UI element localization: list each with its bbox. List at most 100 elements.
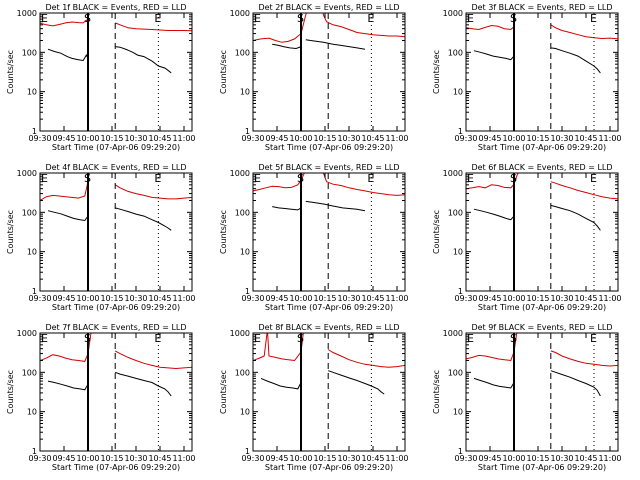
series-line-events xyxy=(473,370,601,397)
series-line-lld xyxy=(40,19,192,32)
series-group xyxy=(253,13,405,50)
chart-title: Det 8f BLACK = Events, RED = LLD xyxy=(258,323,399,332)
x-tick-label: 09:30 xyxy=(28,294,51,303)
chart-title: Det 9f BLACK = Events, RED = LLD xyxy=(471,323,612,332)
marker-label: E xyxy=(254,332,261,345)
y-tick-label: 1 xyxy=(458,447,463,456)
marker-label: E xyxy=(590,12,597,25)
x-tick-label: 10:15 xyxy=(100,294,123,303)
x-tick-label: 09:30 xyxy=(241,294,264,303)
x-tick-label: 10:00 xyxy=(76,134,99,143)
x-tick-label: 10:00 xyxy=(502,134,525,143)
y-tick-label: 100 xyxy=(235,368,250,377)
y-tick-label: 100 xyxy=(448,48,463,57)
x-tick-label: 09:30 xyxy=(454,294,477,303)
y-tick-label: 100 xyxy=(448,368,463,377)
y-tick-label: 1 xyxy=(245,127,250,136)
x-tick-label: 09:45 xyxy=(52,454,75,463)
x-tick-label: 10:15 xyxy=(526,294,549,303)
y-axis-label: Counts/sec xyxy=(219,370,228,414)
x-tick-label: 11:00 xyxy=(172,454,195,463)
y-axis-label: Counts/sec xyxy=(6,210,15,254)
plot-frame xyxy=(465,172,619,292)
series-line-lld xyxy=(253,173,405,196)
y-tick-label: 1000 xyxy=(17,9,37,18)
y-tick-label: 1000 xyxy=(230,329,250,338)
x-tick-label: 10:00 xyxy=(502,454,525,463)
y-tick-label: 10 xyxy=(240,248,250,257)
x-tick-label: 10:30 xyxy=(337,454,360,463)
x-axis-label: Start Time (07-Apr-06 09:29:20) xyxy=(265,463,393,472)
x-tick-label: 10:00 xyxy=(289,294,312,303)
x-tick-label: 09:45 xyxy=(52,294,75,303)
x-tick-label: 09:45 xyxy=(478,134,501,143)
x-tick-label: 10:45 xyxy=(361,294,384,303)
y-axis-label: Counts/sec xyxy=(432,370,441,414)
series-line-lld xyxy=(253,13,405,43)
chart-title: Det 7f BLACK = Events, RED = LLD xyxy=(45,323,186,332)
series-line-events xyxy=(272,200,366,212)
x-tick-label: 10:00 xyxy=(289,454,312,463)
x-tick-label: 09:45 xyxy=(265,134,288,143)
plot-frame xyxy=(39,172,193,292)
x-axis-label: Start Time (07-Apr-06 09:29:20) xyxy=(265,303,393,312)
x-axis-label: Start Time (07-Apr-06 09:29:20) xyxy=(265,143,393,152)
x-tick-label: 10:15 xyxy=(526,134,549,143)
x-tick-label: 10:15 xyxy=(313,454,336,463)
plot-frame xyxy=(39,332,193,452)
marker-label: S xyxy=(297,332,304,345)
y-axis-label: Counts/sec xyxy=(432,50,441,94)
y-axis-label: Counts/sec xyxy=(219,50,228,94)
x-tick-label: 10:00 xyxy=(502,294,525,303)
x-tick-label: 09:45 xyxy=(478,294,501,303)
x-tick-label: 10:30 xyxy=(124,454,147,463)
y-tick-label: 10 xyxy=(27,248,37,257)
marker-label: E xyxy=(254,172,261,185)
x-tick-label: 10:00 xyxy=(76,294,99,303)
y-tick-label: 10 xyxy=(453,248,463,257)
marker-label: E xyxy=(154,332,161,345)
marker-label: E xyxy=(467,172,474,185)
x-tick-label: 10:45 xyxy=(148,294,171,303)
x-tick-label: 10:30 xyxy=(124,134,147,143)
y-tick-label: 10 xyxy=(27,408,37,417)
y-axis-label: Counts/sec xyxy=(219,210,228,254)
y-tick-label: 10 xyxy=(27,88,37,97)
y-axis-label: Counts/sec xyxy=(6,50,15,94)
x-tick-label: 10:45 xyxy=(148,134,171,143)
series-group xyxy=(466,333,618,397)
chart-title: Det 6f BLACK = Events, RED = LLD xyxy=(471,163,612,172)
x-tick-label: 09:30 xyxy=(28,454,51,463)
y-tick-label: 10 xyxy=(240,88,250,97)
x-tick-label: 10:30 xyxy=(550,454,573,463)
series-line-events xyxy=(473,204,601,231)
x-tick-label: 09:45 xyxy=(478,454,501,463)
y-tick-label: 10 xyxy=(453,408,463,417)
series-group xyxy=(40,173,192,231)
x-tick-label: 10:00 xyxy=(76,454,99,463)
x-tick-label: 10:45 xyxy=(574,134,597,143)
x-axis-label: Start Time (07-Apr-06 09:29:20) xyxy=(478,463,606,472)
x-tick-label: 11:00 xyxy=(385,454,408,463)
series-group xyxy=(253,333,405,395)
chart-title: Det 5f BLACK = Events, RED = LLD xyxy=(258,163,399,172)
series-group xyxy=(253,173,405,212)
marker-label: E xyxy=(467,332,474,345)
x-tick-label: 10:15 xyxy=(526,454,549,463)
x-tick-label: 10:45 xyxy=(148,454,171,463)
series-line-events xyxy=(260,370,385,395)
y-tick-label: 100 xyxy=(22,208,37,217)
series-line-lld xyxy=(40,173,192,201)
plot-frame xyxy=(39,12,193,132)
series-line-lld xyxy=(466,333,618,367)
x-tick-label: 10:45 xyxy=(361,134,384,143)
y-tick-label: 10 xyxy=(453,88,463,97)
